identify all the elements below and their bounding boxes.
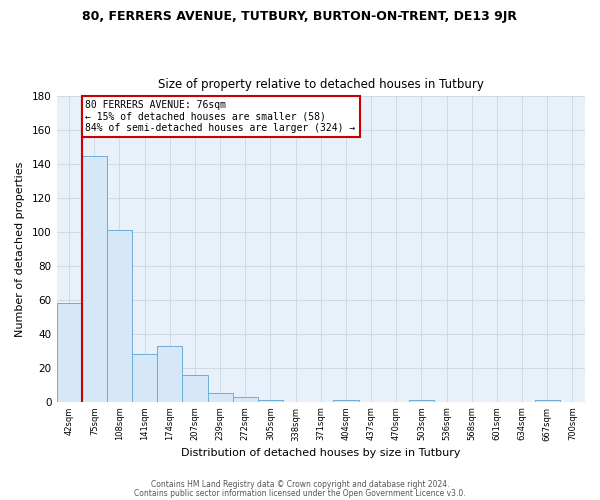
Bar (132, 354, 157, 402)
Bar (56, 304, 82, 402)
Text: Contains HM Land Registry data © Crown copyright and database right 2024.: Contains HM Land Registry data © Crown c… (151, 480, 449, 489)
Y-axis label: Number of detached properties: Number of detached properties (15, 162, 25, 336)
Bar (409, 400, 434, 402)
Bar (233, 396, 258, 402)
Bar (82, 156, 107, 402)
Title: Size of property relative to detached houses in Tutbury: Size of property relative to detached ho… (158, 78, 484, 91)
Text: 80 FERRERS AVENUE: 76sqm
← 15% of detached houses are smaller (58)
84% of semi-d: 80 FERRERS AVENUE: 76sqm ← 15% of detach… (85, 100, 356, 133)
Bar (334, 400, 359, 402)
Bar (258, 400, 283, 402)
X-axis label: Distribution of detached houses by size in Tutbury: Distribution of detached houses by size … (181, 448, 461, 458)
Bar (107, 230, 132, 402)
Text: Contains public sector information licensed under the Open Government Licence v3: Contains public sector information licen… (134, 490, 466, 498)
Bar (157, 346, 182, 402)
Bar (535, 400, 560, 402)
Bar (208, 393, 233, 402)
Text: 80, FERRERS AVENUE, TUTBURY, BURTON-ON-TRENT, DE13 9JR: 80, FERRERS AVENUE, TUTBURY, BURTON-ON-T… (83, 10, 517, 23)
Bar (182, 374, 208, 402)
